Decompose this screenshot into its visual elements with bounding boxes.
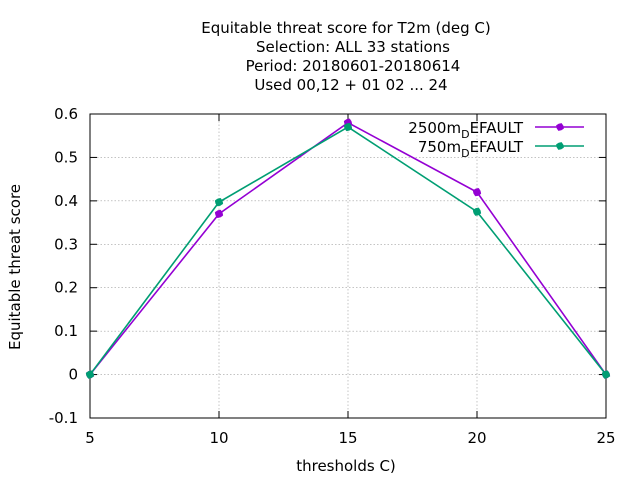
series-2-point xyxy=(601,370,611,379)
y-axis-label: Equitable threat score xyxy=(6,184,24,350)
y-tick-label: 0.1 xyxy=(54,322,78,340)
series-1-point xyxy=(472,188,482,197)
legend-marker-2 xyxy=(556,142,564,150)
x-axis-label: thresholds C) xyxy=(296,457,396,475)
series-2-point xyxy=(343,122,353,132)
tick-labels: -0.1 0 0.1 0.2 0.3 0.4 0.5 0.6 5 10 15 20 25 xyxy=(49,105,616,447)
y-tick-label: 0.3 xyxy=(54,235,78,253)
y-tick-label: 0.5 xyxy=(54,148,78,166)
title-line-2: Selection: ALL 33 stations xyxy=(256,38,450,56)
series-1-point xyxy=(214,209,224,219)
series-2-point xyxy=(214,198,224,207)
x-tick-label: 10 xyxy=(209,429,228,447)
series-group xyxy=(85,118,611,379)
legend-marker-1 xyxy=(556,123,564,131)
title-line-4: Used 00,12 + 01 02 ... 24 xyxy=(254,76,447,94)
legend-label-2: 750mDEFAULT xyxy=(418,138,524,160)
x-tick-label: 15 xyxy=(338,429,357,447)
title-line-3: Period: 20180601-20180614 xyxy=(246,57,461,75)
chart-title: Equitable threat score for T2m (deg C) S… xyxy=(201,19,491,94)
title-line-1: Equitable threat score for T2m (deg C) xyxy=(201,19,491,37)
plot-frame xyxy=(89,113,607,419)
series-2-point xyxy=(85,370,95,379)
y-tick-label: 0.6 xyxy=(54,105,78,123)
y-tick-label: 0 xyxy=(68,366,78,384)
legend-label-1: 2500mDEFAULT xyxy=(408,119,524,141)
series-2-point xyxy=(472,207,482,216)
x-tick-label: 5 xyxy=(85,429,95,447)
x-tick-label: 20 xyxy=(467,429,486,447)
y-tick-label: -0.1 xyxy=(49,409,78,427)
y-tick-label: 0.4 xyxy=(54,192,78,210)
x-tick-label: 25 xyxy=(596,429,615,447)
y-tick-label: 0.2 xyxy=(54,279,78,297)
